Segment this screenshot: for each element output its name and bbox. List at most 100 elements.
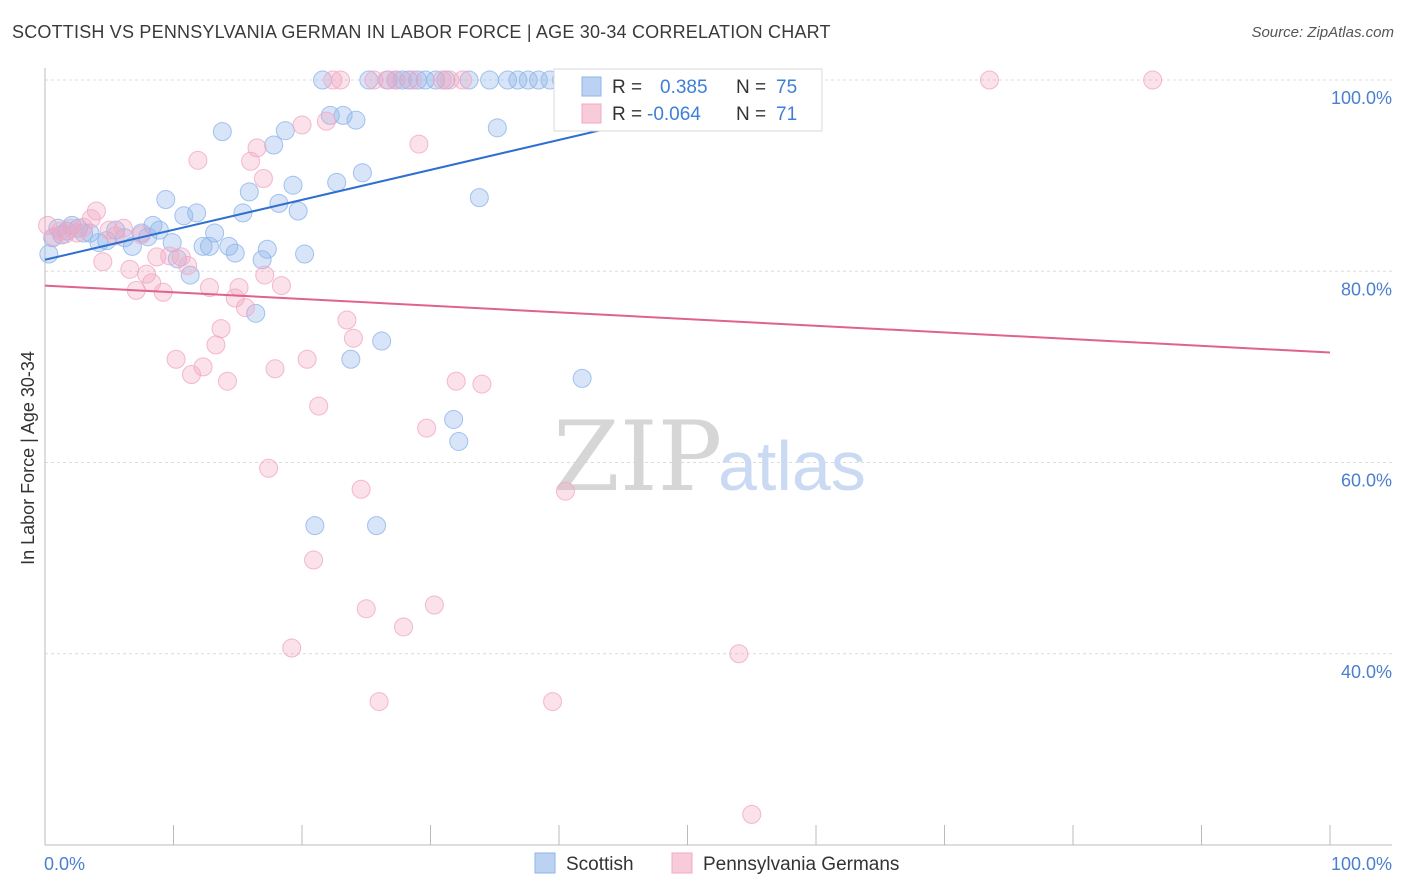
pennsylvania-germans-point (424, 595, 444, 615)
pennsylvania-germans-point (446, 371, 466, 391)
legend-r-value-scottish: 0.385 (660, 77, 708, 98)
scottish-point (295, 244, 315, 264)
scottish-point (498, 70, 518, 90)
scottish-point (39, 244, 59, 264)
legend-r-label-scottish: R = (612, 77, 642, 98)
grid-lines (45, 79, 1392, 655)
scottish-point (333, 105, 353, 125)
scottish-point (346, 110, 366, 130)
x-tick-label-min: 0.0% (44, 854, 85, 874)
scottish-point (444, 409, 464, 429)
pennsylvania-germans-point (432, 70, 452, 90)
pennsylvania-germans-point (255, 265, 275, 285)
scottish-point (156, 190, 176, 210)
scottish-point (367, 516, 387, 536)
scottish-point (174, 206, 194, 226)
y-tick-label-60: 60.0% (1341, 471, 1392, 491)
chart-source: Source: ZipAtlas.com (1251, 24, 1394, 41)
pennsylvania-germans-point (113, 218, 133, 238)
scottish-point (480, 70, 500, 90)
pennsylvania-germans-point (199, 278, 219, 298)
scottish-point (288, 201, 308, 221)
scottish-point (352, 163, 372, 183)
y-tick-label-100: 100.0% (1331, 88, 1392, 108)
pennsylvania-germans-points (38, 70, 1163, 824)
pennsylvania-germans-point (211, 319, 231, 339)
x-tick-label-max: 100.0% (1331, 854, 1392, 874)
scottish-point (305, 516, 325, 536)
x-tick-labels: 0.0% 100.0% (44, 854, 1392, 874)
pennsylvania-germans-point (453, 70, 473, 90)
y-axis-title: In Labor Force | Age 30-34 (18, 351, 38, 565)
scottish-point (246, 303, 266, 323)
legend-n-value-scottish: 75 (776, 77, 797, 98)
pennsylvania-germans-point (386, 70, 406, 90)
scottish-point (341, 349, 361, 369)
pennsylvania-germans-point (271, 276, 291, 296)
scottish-point (264, 135, 284, 155)
legend-swatch-pennsylvania-germans (581, 103, 602, 124)
pennsylvania-germans-point (217, 371, 237, 391)
pennsylvania-germans-point (369, 692, 389, 712)
scottish-point (187, 203, 207, 223)
watermark-zip: ZIP (553, 401, 722, 513)
pennsylvania-germans-point (316, 111, 336, 131)
legend-bottom-swatch-scottish (534, 852, 556, 874)
pennsylvania-germans-point (1143, 70, 1163, 90)
pennsylvania-germans-point (235, 298, 255, 318)
scottish-point (508, 70, 528, 90)
scottish-points (39, 70, 697, 536)
y-tick-labels: 40.0% 60.0% 80.0% 100.0% (1331, 88, 1392, 682)
stats-legend: R = 0.385 N = 75 R = -0.064 N = 71 (553, 68, 823, 132)
y-tick-label-80: 80.0% (1341, 279, 1392, 299)
pennsylvania-germans-point (206, 335, 226, 355)
legend-bottom-label-scottish: Scottish (566, 854, 634, 875)
scottish-point (225, 243, 245, 263)
pennsylvania-germans-point (86, 201, 106, 221)
pennsylvania-germans-point (297, 349, 317, 369)
scottish-point (528, 70, 548, 90)
watermark-atlas: atlas (718, 427, 866, 505)
scottish-point (275, 121, 295, 141)
pennsylvania-germans-point (229, 278, 249, 298)
pennsylvania-germans-point (309, 396, 329, 416)
legend-n-label-pennsylvania-germans: N = (736, 104, 766, 125)
pennsylvania-germans-point (417, 418, 437, 438)
scottish-point (518, 70, 538, 90)
pennsylvania-germans-point (555, 481, 575, 501)
scottish-point (449, 431, 469, 451)
legend-r-label-pennsylvania-germans: R = (612, 104, 642, 125)
pennsylvania-germans-point (409, 134, 429, 154)
y-tick-label-40: 40.0% (1341, 662, 1392, 682)
pennsylvania-germans-point (282, 638, 302, 658)
pennsylvania-germans-point (729, 644, 749, 664)
legend-r-value-pennsylvania-germans: -0.064 (647, 104, 701, 125)
scottish-point (392, 70, 412, 90)
pennsylvania-germans-point (331, 70, 351, 90)
pennsylvania-germans-point (225, 288, 245, 308)
pennsylvania-germans-point (394, 617, 414, 637)
pennsylvania-germans-point (343, 328, 363, 348)
pennsylvania-germans-point (337, 310, 357, 330)
pennsylvania-germans-point (403, 70, 423, 90)
pennsylvania-germans-trend-line (44, 284, 1331, 354)
scottish-point (372, 331, 392, 351)
scottish-point (212, 122, 232, 142)
scottish-point (487, 118, 507, 138)
scottish-point (257, 239, 277, 259)
pennsylvania-germans-point (247, 138, 267, 158)
pennsylvania-germans-point (166, 349, 186, 369)
scottish-point (572, 368, 592, 388)
pennsylvania-germans-point (193, 357, 213, 377)
legend-bottom-label-pennsylvania-germans: Pennsylvania Germans (703, 854, 899, 875)
scottish-point (426, 70, 446, 90)
scottish-point (459, 70, 479, 90)
scottish-point (239, 182, 259, 202)
legend-n-label-scottish: N = (736, 77, 766, 98)
pennsylvania-germans-point (265, 359, 285, 379)
watermark: ZIP atlas (553, 401, 866, 513)
pennsylvania-germans-point (351, 479, 371, 499)
pennsylvania-germans-point (38, 215, 58, 235)
scottish-point (193, 236, 213, 256)
